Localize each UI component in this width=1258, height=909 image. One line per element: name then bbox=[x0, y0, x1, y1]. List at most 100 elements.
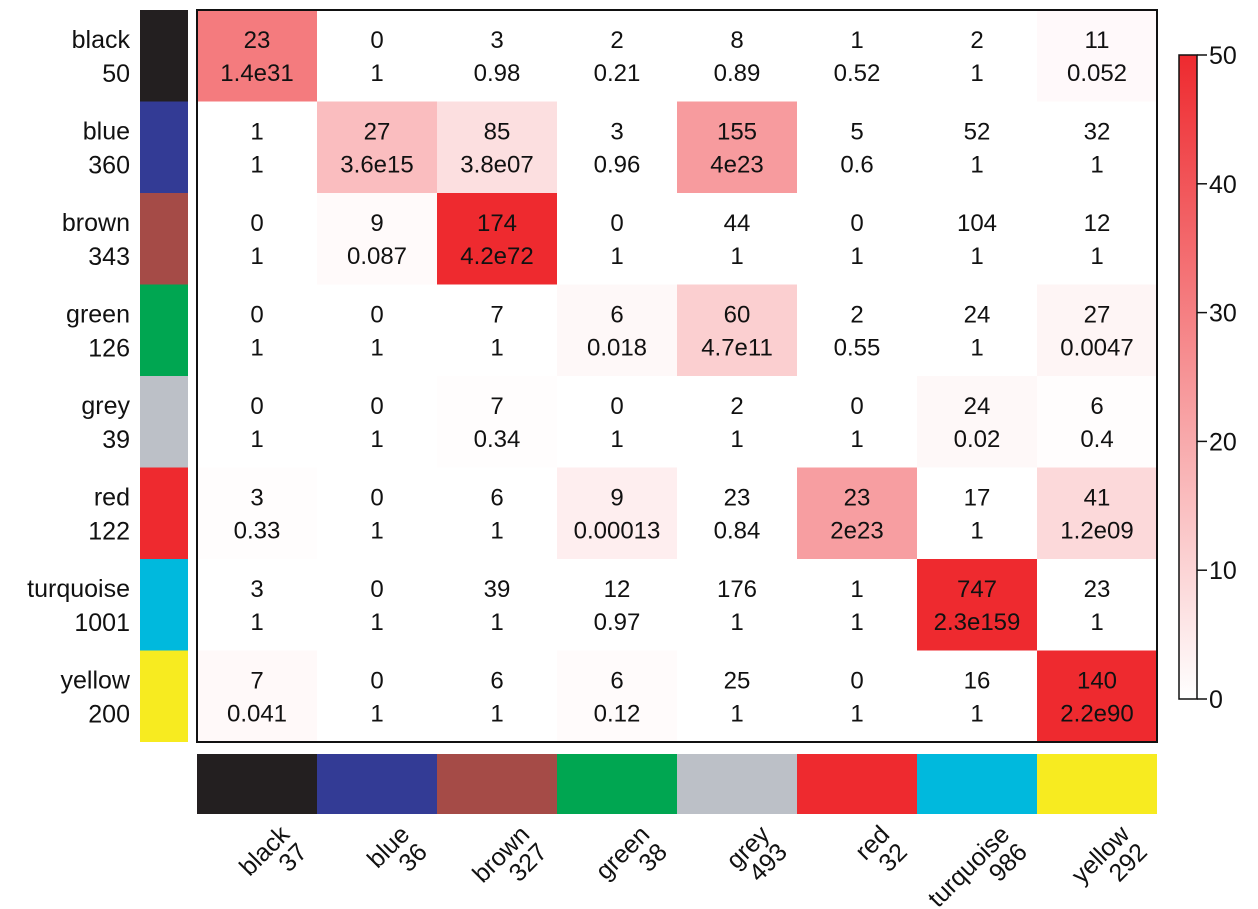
cell-count: 0 bbox=[250, 302, 263, 329]
cell-count: 39 bbox=[484, 576, 511, 603]
cell-pvalue: 0.98 bbox=[474, 60, 521, 87]
heatmap-cell: 01 bbox=[797, 650, 917, 742]
cell-fill bbox=[677, 101, 797, 193]
heatmap-cell: 01 bbox=[797, 376, 917, 468]
cell-fill bbox=[677, 467, 797, 559]
heatmap-cell: 60.4 bbox=[1037, 376, 1157, 468]
cell-pvalue: 0.21 bbox=[594, 60, 641, 87]
heatmap-cell: 121 bbox=[1037, 193, 1157, 285]
cell-count: 3 bbox=[250, 576, 263, 603]
cell-count: 16 bbox=[964, 668, 991, 695]
cell-pvalue: 1 bbox=[370, 609, 383, 636]
row-label-red: red bbox=[94, 484, 130, 512]
column-swatch-turquoise bbox=[917, 754, 1037, 814]
cell-fill bbox=[437, 376, 557, 468]
cell-count: 2 bbox=[850, 302, 863, 329]
cell-fill bbox=[1037, 284, 1157, 376]
cell-count: 747 bbox=[957, 576, 997, 603]
legend-tick-label: 50 bbox=[1209, 42, 1237, 70]
cell-count: 23 bbox=[244, 27, 271, 54]
cell-fill bbox=[797, 101, 917, 193]
heatmap-cell: 50.6 bbox=[797, 101, 917, 193]
heatmap-cell: 41 1.2e09 bbox=[1037, 467, 1157, 559]
row-size-red: 122 bbox=[88, 518, 130, 546]
cell-fill bbox=[557, 193, 677, 285]
legend-tick-label: 40 bbox=[1209, 171, 1237, 199]
heatmap-cell: 441 bbox=[677, 193, 797, 285]
cell-fill bbox=[197, 10, 317, 102]
cell-pvalue: 1 bbox=[250, 152, 263, 179]
heatmap-cell: 60.12 bbox=[557, 650, 677, 742]
heatmap-cell: 230.84 bbox=[677, 467, 797, 559]
cell-pvalue: 1 bbox=[850, 243, 863, 270]
cell-pvalue: 1 bbox=[250, 426, 263, 453]
cell-fill bbox=[917, 284, 1037, 376]
heatmap-cell: 747 2.3e159 bbox=[917, 559, 1037, 651]
cell-count: 0 bbox=[610, 393, 623, 420]
row-swatch-yellow bbox=[140, 650, 188, 742]
cell-count: 2 bbox=[970, 27, 983, 54]
heatmap-cell: 01 bbox=[197, 193, 317, 285]
heatmap-cell: 241 bbox=[917, 284, 1037, 376]
heatmap-cell: 27 0.0047 bbox=[1037, 284, 1157, 376]
cell-fill bbox=[1037, 10, 1157, 102]
cell-fill bbox=[797, 376, 917, 468]
heatmap-cell: 01 bbox=[317, 467, 437, 559]
cell-fill bbox=[197, 376, 317, 468]
cell-fill bbox=[317, 650, 437, 742]
cell-count: 1 bbox=[850, 576, 863, 603]
row-label-grey: grey bbox=[81, 392, 130, 420]
cell-count: 7 bbox=[490, 302, 503, 329]
heatmap-cell: 61 bbox=[437, 467, 557, 559]
cell-count: 1 bbox=[250, 119, 263, 146]
column-swatch-red bbox=[797, 754, 917, 814]
cell-pvalue: 0.52 bbox=[834, 60, 881, 87]
cell-pvalue: 1 bbox=[370, 60, 383, 87]
row-swatch-blue bbox=[140, 101, 188, 193]
cell-count: 3 bbox=[490, 27, 503, 54]
heatmap-cell: 9 0.087 bbox=[317, 193, 437, 285]
cell-fill bbox=[557, 559, 677, 651]
cell-fill bbox=[1037, 559, 1157, 651]
cell-pvalue: 1 bbox=[610, 426, 623, 453]
heatmap-cell: 60 4.7e11 bbox=[677, 284, 797, 376]
cell-count: 0 bbox=[850, 210, 863, 237]
cell-pvalue: 4.2e72 bbox=[460, 243, 533, 270]
heatmap-cell: 174 4.2e72 bbox=[437, 193, 557, 285]
cell-pvalue: 1 bbox=[730, 609, 743, 636]
legend-color-bar bbox=[1178, 54, 1198, 700]
cell-count: 6 bbox=[610, 668, 623, 695]
cell-count: 8 bbox=[730, 27, 743, 54]
cell-pvalue: 4.7e11 bbox=[701, 335, 773, 362]
cell-count: 52 bbox=[964, 119, 991, 146]
cell-pvalue: 1.2e09 bbox=[1060, 518, 1133, 545]
cell-count: 85 bbox=[484, 119, 511, 146]
cell-count: 0 bbox=[370, 393, 383, 420]
plot-frame bbox=[196, 9, 1158, 743]
cell-count: 140 bbox=[1077, 668, 1117, 695]
cell-pvalue: 1 bbox=[1090, 152, 1103, 179]
cell-pvalue: 4e23 bbox=[710, 152, 763, 179]
cell-count: 0 bbox=[370, 576, 383, 603]
cell-count: 24 bbox=[964, 393, 991, 420]
row-label-turquoise: turquoise bbox=[27, 575, 130, 603]
heatmap-cell: 140 2.2e90 bbox=[1037, 650, 1157, 742]
column-swatch-black bbox=[197, 754, 317, 814]
cell-fill bbox=[917, 559, 1037, 651]
cell-count: 2 bbox=[730, 393, 743, 420]
column-swatch-yellow bbox=[1037, 754, 1157, 814]
cell-pvalue: 1 bbox=[1090, 609, 1103, 636]
cell-pvalue: 0.55 bbox=[834, 335, 881, 362]
cell-fill bbox=[917, 650, 1037, 742]
cell-fill bbox=[197, 101, 317, 193]
cell-pvalue: 1 bbox=[970, 335, 983, 362]
cell-count: 24 bbox=[964, 302, 991, 329]
legend-tick-label: 20 bbox=[1209, 428, 1237, 456]
cell-count: 2 bbox=[610, 27, 623, 54]
